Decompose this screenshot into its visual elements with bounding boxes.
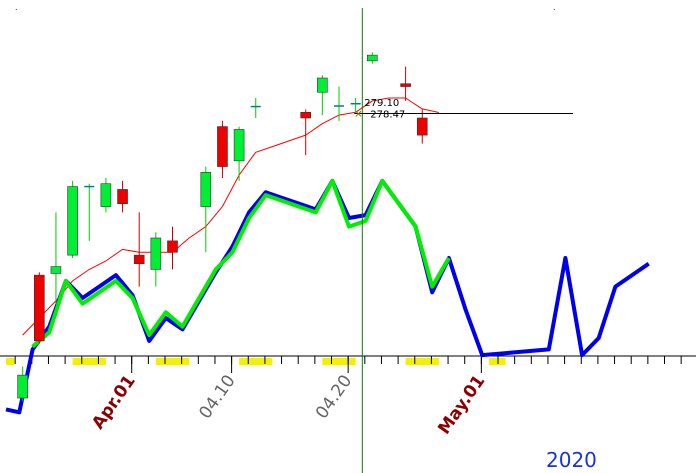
candle-12 [233, 126, 245, 181]
series-line-1 [5, 178, 650, 415]
candle-6 [117, 180, 128, 213]
series-line-0 [22, 97, 440, 336]
candle-body-3 [67, 186, 78, 256]
price-marker-cross: ✕ [354, 109, 362, 120]
candle-11 [217, 120, 228, 178]
candle-body-20 [416, 117, 428, 136]
candle-body-2 [50, 266, 62, 274]
axis-highlight-1 [72, 358, 106, 365]
candle-body-8 [150, 237, 162, 270]
candle-17 [350, 98, 361, 113]
year-label: 2020 [546, 448, 597, 472]
candle-2 [50, 212, 62, 304]
candle-16 [334, 86, 344, 121]
candle-body-1 [33, 274, 45, 342]
candle-body-12 [233, 129, 245, 162]
candle-3 [67, 180, 78, 258]
candlesticks [17, 52, 428, 401]
candle-1 [33, 272, 45, 344]
axis-highlight-bands [6, 358, 506, 365]
axis-highlight-0 [6, 358, 15, 365]
candle-4 [84, 183, 95, 241]
candle-0 [17, 366, 28, 401]
x-tick-label-3: May.01 [434, 371, 489, 438]
candle-7 [133, 212, 145, 287]
candle-body-7 [133, 254, 145, 265]
top-left-mark: ˙ [14, 9, 19, 19]
time-axis [0, 355, 696, 373]
x-tick-label-1: 04.10 [195, 371, 239, 422]
candle-14 [300, 109, 312, 156]
axis-highlight-5 [405, 358, 439, 365]
candle-body-18 [366, 54, 378, 62]
candle-10 [200, 166, 212, 253]
candle-19 [400, 66, 411, 101]
axis-highlight-4 [322, 358, 356, 365]
x-tick-label-2: 04.20 [312, 371, 356, 422]
indicator-lines [5, 97, 650, 415]
candle-18 [366, 52, 378, 64]
axis-highlight-6 [488, 358, 506, 365]
candle-15 [317, 75, 328, 116]
candle-body-15 [317, 77, 328, 93]
candle-body-14 [300, 111, 312, 119]
top-right-mark: ˙ [552, 9, 557, 19]
candle-body-6 [117, 189, 128, 205]
candle-body-10 [200, 171, 212, 207]
x-tick-labels: Apr.01 04.10 04.20 May.01 [88, 371, 489, 438]
axis-highlight-3 [239, 358, 273, 365]
x-tick-label-0: Apr.01 [88, 371, 140, 433]
candle-9 [167, 226, 178, 270]
price-label-average: 278.47 [370, 109, 405, 120]
candle-body-5 [100, 183, 112, 207]
candle-13 [250, 98, 261, 118]
candle-body-19 [400, 83, 411, 87]
series-line-2 [31, 178, 451, 349]
price-markers: 279.10 278.47 ✕ [354, 98, 573, 120]
axis-highlight-2 [155, 358, 190, 365]
candle-8 [150, 232, 162, 287]
candle-body-9 [167, 240, 178, 253]
price-label-last: 279.10 [364, 98, 399, 109]
candle-body-11 [217, 126, 228, 167]
candle-5 [100, 178, 112, 213]
candle-20 [416, 109, 428, 144]
candle-body-0 [17, 374, 28, 399]
